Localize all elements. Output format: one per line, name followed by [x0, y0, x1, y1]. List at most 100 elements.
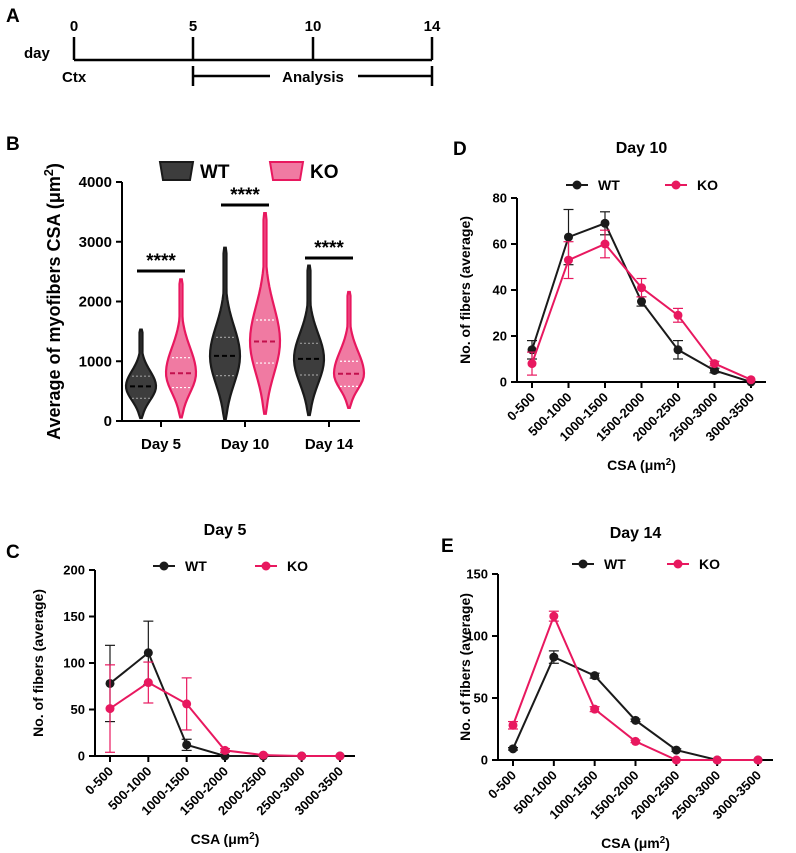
x-tick-label: Day 10 — [221, 436, 269, 453]
y-tick-label: 3000 — [79, 234, 112, 251]
series-wt — [527, 208, 756, 387]
legend-ko-label: KO — [310, 162, 339, 183]
chart-legend: WT KO — [566, 177, 718, 193]
data-point-ko — [600, 239, 610, 249]
timeline-tick-label: 0 — [70, 18, 78, 35]
y-tick-label: 20 — [493, 329, 507, 344]
day-label: day — [24, 45, 51, 62]
y-tick-label: 2000 — [79, 294, 112, 311]
data-point-ko — [508, 720, 518, 730]
y-tick-label: 0 — [104, 413, 112, 430]
legend-label-ko: KO — [699, 556, 720, 572]
y-tick-label: 60 — [493, 237, 507, 252]
y-axis-label: No. of fibers (average) — [30, 589, 46, 737]
chart-b: 0 1000 2000 3000 4000 Average of myofibers CS… — [42, 163, 366, 453]
legend-wt-swatch — [158, 161, 195, 181]
ctx-label: Ctx — [62, 69, 87, 86]
series-ko — [508, 610, 763, 765]
panel-a: A day 0 5 10 14 Ctx Analysis — [6, 6, 441, 86]
timeline-tick-label: 10 — [305, 18, 322, 35]
data-point-wt — [631, 715, 640, 725]
analysis-label-bg — [270, 66, 358, 86]
panel-a-label: A — [6, 6, 20, 27]
series-wt — [508, 650, 763, 765]
y-tick-label: 80 — [493, 191, 507, 206]
violin-ko — [248, 211, 282, 415]
panel-d-label: D — [453, 139, 467, 160]
x-tick-label: Day 14 — [305, 436, 354, 453]
series-line-wt — [109, 651, 340, 757]
data-point-wt — [143, 648, 153, 658]
data-point-ko — [105, 704, 115, 714]
analysis-label: Analysis — [282, 69, 344, 86]
data-point-ko — [564, 255, 573, 265]
violin-ko — [164, 278, 198, 419]
panel-b-label: B — [6, 134, 20, 155]
series-ko — [527, 229, 756, 385]
panel-b-legend: WT KO — [158, 161, 339, 183]
y-tick-label: 0 — [78, 749, 85, 764]
data-point-wt — [671, 745, 681, 755]
legend-label-wt: WT — [598, 177, 620, 193]
legend-marker-wt — [578, 559, 588, 569]
x-tick-label: 0-500 — [82, 764, 116, 798]
chart-title: Day 14 — [610, 525, 662, 542]
y-tick-label: 50 — [474, 691, 488, 706]
significance-label: **** — [230, 185, 260, 206]
y-axis-label: No. of fibers (average) — [457, 216, 473, 364]
violin-ko — [332, 290, 366, 409]
chart-title: Day 5 — [204, 522, 247, 539]
y-tick-label: 100 — [63, 656, 85, 671]
data-point-ko — [590, 704, 600, 714]
series-ko — [105, 661, 345, 761]
data-point-wt — [637, 297, 646, 306]
panel-c-label: C — [6, 542, 20, 563]
series-wt — [105, 620, 345, 761]
x-axis-label: CSA (μm2) — [607, 457, 676, 474]
data-point-wt — [710, 366, 719, 375]
data-point-wt — [600, 218, 610, 228]
data-point-ko — [673, 310, 683, 320]
data-point-wt — [182, 740, 192, 750]
data-point-ko — [220, 745, 230, 755]
data-point-wt — [590, 671, 600, 681]
data-point-wt — [508, 744, 518, 754]
legend-label-ko: KO — [697, 177, 718, 193]
data-point-ko — [631, 736, 640, 746]
data-point-ko — [527, 359, 537, 369]
data-point-ko — [335, 751, 345, 761]
data-point-ko — [143, 678, 153, 688]
data-point-wt — [673, 345, 683, 355]
data-point-ko — [182, 699, 192, 709]
legend-marker-wt — [572, 180, 582, 190]
panel-e-label: E — [441, 536, 454, 557]
series-line-ko — [109, 681, 340, 757]
y-tick-label: 200 — [63, 563, 85, 578]
legend-marker-ko — [261, 561, 271, 571]
timeline-tick-label: 14 — [424, 18, 441, 35]
data-point-wt — [549, 652, 559, 662]
x-tick-label: Day 5 — [141, 436, 181, 453]
legend-wt-label: WT — [200, 162, 230, 183]
y-tick-label: 100 — [466, 629, 488, 644]
data-point-ko — [671, 755, 681, 765]
data-point-ko — [637, 283, 646, 293]
timeline-tick-label: 5 — [189, 18, 197, 35]
violin-wt — [208, 246, 242, 421]
y-tick-label: 4000 — [79, 174, 112, 191]
significance-label: **** — [146, 251, 176, 272]
chart-legend: WT KO — [153, 558, 308, 574]
y-tick-label: 40 — [493, 283, 507, 298]
legend-label-wt: WT — [185, 558, 207, 574]
x-tick-label: 0-500 — [504, 390, 538, 424]
y-tick-label: 0 — [481, 753, 488, 768]
y-tick-label: 150 — [63, 609, 85, 624]
data-point-ko — [710, 359, 719, 369]
x-axis-label: CSA (μm2) — [601, 835, 670, 852]
chart-c: Day 5WT KO0501001502000-500500-10001000-1… — [30, 522, 355, 847]
x-axis-label: CSA (μm2) — [191, 831, 260, 848]
legend-ko-swatch — [268, 161, 305, 181]
